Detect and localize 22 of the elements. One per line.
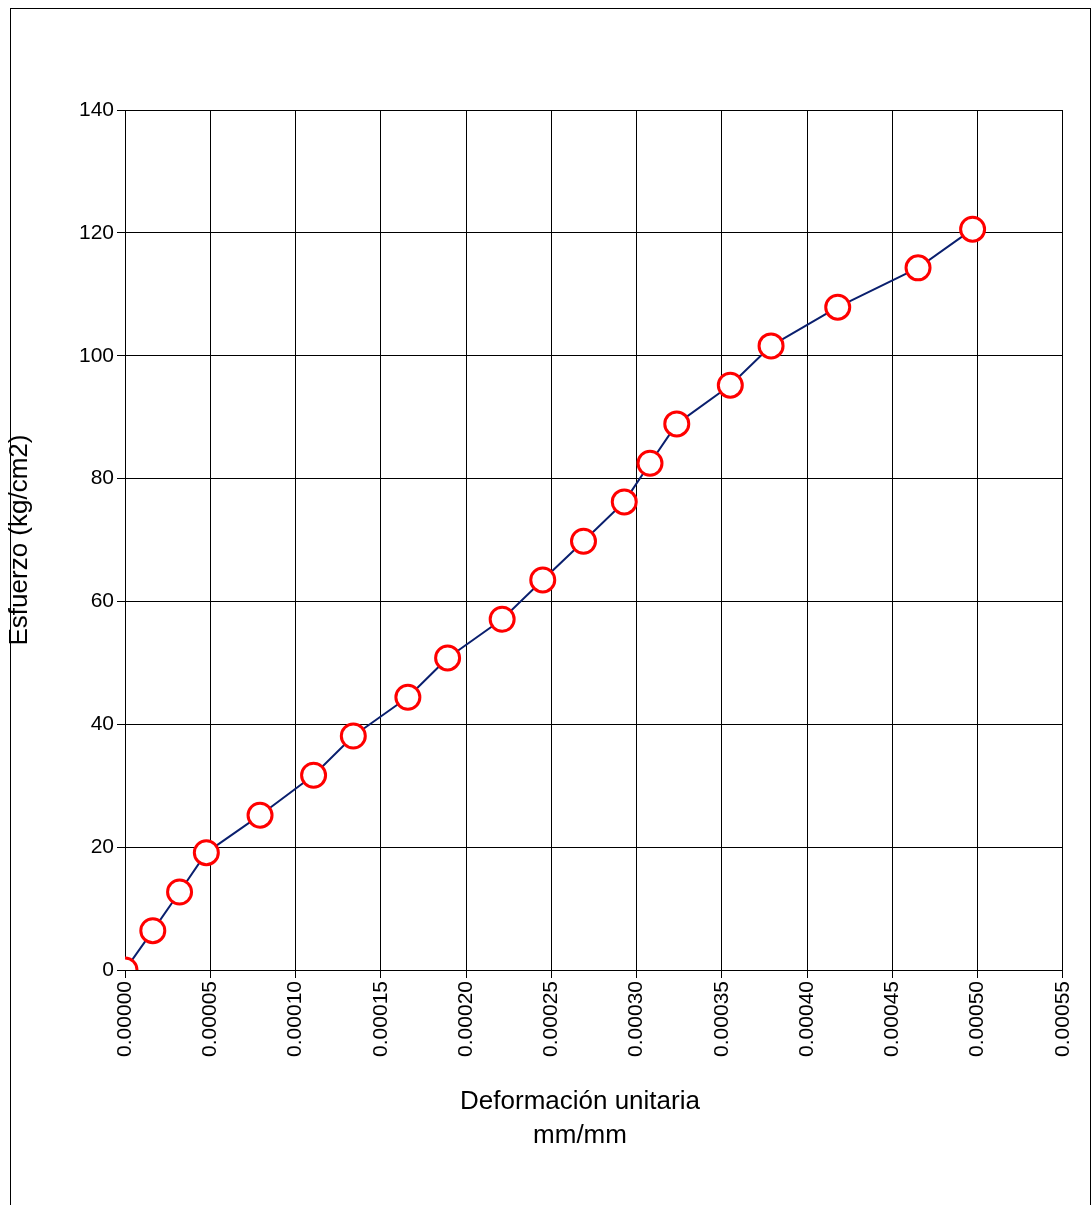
x-tick-label: 0.00030	[623, 981, 647, 1057]
y-tick-label: 120	[78, 219, 114, 243]
y-tick-label: 0	[102, 956, 114, 980]
y-tick-label: 140	[78, 96, 114, 120]
x-tick-label: 0.00015	[367, 981, 391, 1057]
x-axis-title: Deformación unitaria mm/mm	[460, 1084, 700, 1151]
y-tick-label: 100	[78, 342, 114, 366]
y-tick-label: 40	[90, 711, 114, 735]
y-tick-label: 20	[90, 833, 114, 857]
y-tick-label: 80	[90, 465, 114, 489]
x-tick-label: 0.00040	[793, 981, 817, 1057]
x-tick-label: 0.00050	[964, 981, 988, 1057]
x-tick-label: 0.00035	[708, 981, 732, 1057]
x-tick-label: 0.00055	[1049, 981, 1073, 1057]
x-tick-label: 0.00005	[197, 981, 221, 1057]
x-tick-label: 0.00010	[282, 981, 306, 1057]
y-axis-title: Esfuerzo (kg/cm2)	[2, 434, 33, 646]
x-tick-label: 0.00020	[452, 981, 476, 1057]
y-tick-label: 60	[90, 588, 114, 612]
x-tick-label: 0.00045	[879, 981, 903, 1057]
x-tick-label: 0.00000	[111, 981, 135, 1057]
x-tick-label: 0.00025	[538, 981, 562, 1057]
